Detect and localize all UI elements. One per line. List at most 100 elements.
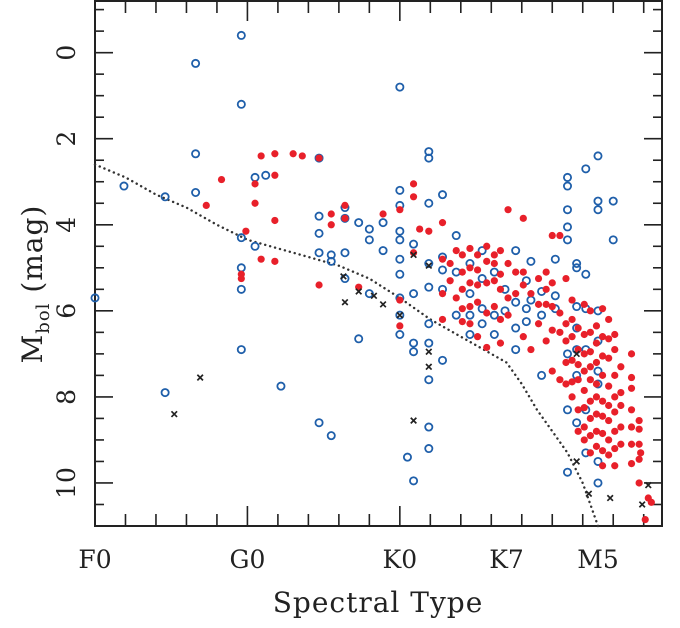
- open-circle-point: [160, 388, 170, 398]
- filled-circle-point: [271, 257, 279, 265]
- filled-circle-point: [598, 447, 607, 455]
- open-circle-point: [438, 355, 448, 365]
- open-circle-point: [354, 334, 364, 344]
- x-tick-label: K7: [489, 545, 524, 574]
- x-tick-label: G0: [229, 545, 265, 574]
- filled-circle-point: [627, 373, 636, 382]
- filled-circle-point: [473, 298, 482, 306]
- open-circle-point: [409, 289, 419, 299]
- filled-circle-point: [409, 249, 418, 257]
- open-circle-point: [160, 192, 170, 202]
- open-circle-point: [424, 198, 434, 208]
- open-circle-point: [424, 153, 434, 163]
- open-circle-point: [451, 231, 461, 241]
- filled-circle-point: [605, 382, 613, 390]
- filled-circle-point: [257, 255, 265, 263]
- open-circle-point: [424, 319, 434, 329]
- filled-circle-point: [580, 386, 588, 395]
- filled-circle-point: [409, 193, 418, 201]
- filled-circle-point: [562, 320, 570, 328]
- filled-circle-point: [327, 210, 335, 218]
- open-circle-point: [521, 317, 531, 327]
- filled-circle-point: [519, 214, 527, 222]
- open-circle-point: [563, 235, 573, 245]
- filled-circle-point: [237, 274, 245, 283]
- cross-point: [396, 311, 404, 319]
- filled-circle-point: [504, 311, 512, 319]
- open-circle-point: [326, 431, 336, 441]
- open-circle-point: [395, 185, 405, 195]
- cross-point: [606, 494, 614, 502]
- open-circle-point: [314, 211, 324, 221]
- filled-circle-point: [379, 210, 387, 218]
- open-circle-point: [395, 269, 405, 279]
- open-circle-point: [593, 151, 603, 161]
- filled-circle-point: [534, 320, 543, 328]
- filled-circle-point: [458, 305, 466, 313]
- filled-circle-point: [635, 479, 643, 487]
- filled-circle-point: [605, 354, 613, 362]
- open-circle-point: [593, 456, 603, 466]
- filled-circle-point: [458, 268, 466, 276]
- open-circle-point: [593, 478, 603, 488]
- filled-circle-point: [504, 259, 512, 268]
- open-circle-point: [511, 297, 521, 307]
- filled-circle-point: [409, 180, 418, 188]
- cross-point: [585, 490, 593, 498]
- open-circle-point: [477, 274, 487, 284]
- open-circle-point: [465, 289, 475, 299]
- filled-circle-point: [548, 302, 556, 311]
- open-circle-point: [378, 218, 388, 228]
- filled-circle-point: [496, 285, 505, 293]
- filled-circle-point: [496, 270, 505, 278]
- filled-circle-point: [641, 515, 649, 524]
- open-circle-point: [537, 370, 547, 380]
- filled-circle-point: [627, 350, 636, 358]
- open-circle-point: [572, 263, 582, 273]
- open-circle-point: [477, 304, 487, 314]
- open-circle-point: [593, 366, 603, 376]
- filled-circle-point: [327, 221, 335, 229]
- filled-circle-point: [556, 376, 564, 384]
- filled-circle-point: [586, 449, 594, 457]
- filled-circle-point: [627, 440, 636, 448]
- filled-circle-point: [452, 246, 460, 255]
- filled-circle-point: [458, 251, 466, 259]
- filled-circle-point: [548, 279, 556, 287]
- curve-layer: [93, 163, 600, 528]
- filled-circle-point: [271, 216, 279, 225]
- open-circle-point: [250, 172, 260, 182]
- open-circle-point: [465, 330, 475, 340]
- filled-circle-point: [490, 251, 498, 259]
- filled-circle-point: [635, 455, 643, 463]
- open-circle-point: [451, 310, 461, 320]
- filled-circle-point: [605, 401, 613, 410]
- open-circle-point: [581, 164, 591, 174]
- filled-circle-point: [473, 333, 482, 341]
- cross-point: [170, 410, 178, 418]
- open-circle-point: [563, 222, 573, 232]
- filled-circle-point: [512, 290, 520, 298]
- y-tick-label: 2: [52, 131, 81, 147]
- open-circle-point: [608, 235, 618, 245]
- filled-circle-point: [586, 363, 594, 371]
- open-circle-point: [340, 248, 350, 258]
- open-circle-point: [489, 330, 499, 340]
- filled-circle-point: [315, 281, 323, 289]
- filled-circle-point: [617, 440, 625, 448]
- filled-circle-point: [586, 328, 594, 336]
- filled-circle-point: [580, 350, 588, 358]
- filled-circle-point: [534, 274, 543, 283]
- filled-circle-point: [425, 227, 433, 235]
- open-circle-point: [563, 405, 573, 415]
- open-circle-point: [424, 375, 434, 385]
- filled-circle-point: [483, 242, 491, 250]
- model-curve: [93, 163, 600, 528]
- filled-circle-point: [598, 397, 607, 405]
- y-axis-title-unit: (mag): [16, 205, 49, 303]
- filled-circle-point: [519, 268, 527, 276]
- cross-point: [410, 417, 417, 424]
- filled-circle-point: [438, 290, 447, 298]
- open-circle-point: [395, 254, 405, 264]
